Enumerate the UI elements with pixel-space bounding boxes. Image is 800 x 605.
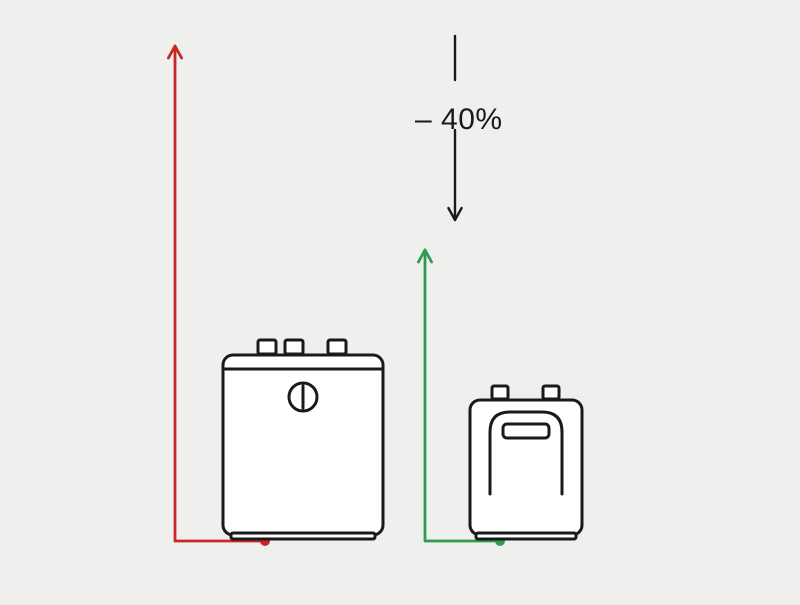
diagram-svg	[0, 0, 800, 600]
energy-comparison-diagram: – 40%	[0, 0, 800, 600]
reduction-label: – 40%	[415, 103, 503, 137]
